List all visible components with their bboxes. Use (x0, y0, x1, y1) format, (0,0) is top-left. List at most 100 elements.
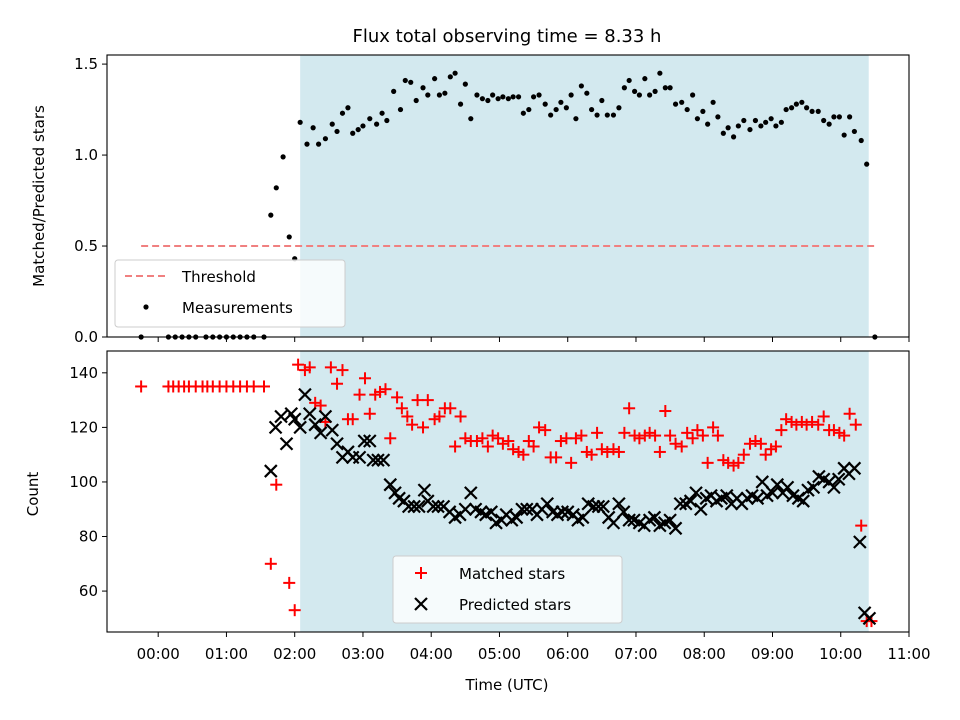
x-axis-label: Time (UTC) (465, 676, 549, 694)
predicted-star-point (417, 483, 432, 497)
legend-measurements-label: Measurements (182, 299, 293, 317)
matched-star-point (759, 448, 772, 461)
measurement-point (536, 92, 542, 98)
predicted-star-point (555, 505, 570, 519)
measurement-point (841, 132, 847, 138)
top-legend-box (114, 259, 346, 328)
measurement-point (548, 112, 554, 118)
measurement-point (763, 119, 769, 125)
bottom-xtick-label: 03:00 (341, 645, 384, 663)
measurement-point (584, 90, 590, 96)
measurement-point (858, 137, 864, 144)
measurement-point (599, 97, 605, 104)
top-shaded-span (300, 55, 869, 337)
legend-matched-label: Matched stars (459, 565, 565, 583)
measurement-point (474, 92, 480, 98)
measurement-point (826, 121, 832, 127)
matched-star-point (336, 364, 349, 377)
measurement-point (304, 141, 310, 147)
measurement-point (720, 130, 726, 136)
measurement-point (809, 108, 815, 114)
matched-star-point (292, 358, 305, 371)
predicted-star-point (352, 450, 367, 465)
predicted-star-point (279, 436, 294, 451)
bottom-xtick-label: 05:00 (478, 645, 521, 663)
matched-star-point (669, 437, 682, 450)
measurement-point (367, 116, 373, 122)
matched-star-point (769, 440, 782, 453)
bottom-legend-box (392, 555, 623, 624)
measurement-point (578, 83, 584, 89)
matched-star-point (754, 437, 767, 450)
measurement-point (847, 114, 853, 120)
predicted-star-point (407, 499, 421, 514)
measurement-point (520, 110, 526, 116)
bottom-ytick-label: 140 (69, 364, 98, 382)
measurement-point (778, 119, 784, 125)
measurement-point (500, 94, 506, 100)
measurement-point (793, 101, 799, 107)
predicted-star-point (366, 453, 380, 467)
matched-star-point (353, 388, 366, 401)
bottom-xtick-label: 02:00 (273, 645, 316, 663)
measurement-point (773, 123, 779, 129)
matched-star-point (569, 432, 582, 445)
bottom-y-axis: 60 80 100 120 140 (69, 364, 107, 600)
measurement-point (515, 94, 522, 100)
legend-measurements-swatch (143, 304, 149, 310)
measurement-point (657, 70, 663, 76)
measurement-point (589, 106, 595, 113)
predicted-star-point (862, 611, 877, 626)
measurement-point (684, 106, 690, 113)
predicted-star-point (591, 499, 606, 514)
measurement-point (339, 110, 346, 116)
measurement-point (616, 105, 622, 111)
matched-star-point (309, 396, 322, 409)
matched-star-point (324, 361, 337, 374)
predicted-star-point (853, 535, 867, 549)
measurement-point (350, 130, 356, 136)
measurement-point (408, 79, 414, 85)
predicted-star-point (770, 477, 785, 492)
bottom-x-axis: 00:00 01:00 02:00 03:00 04:00 05:00 06:00 07:00… (137, 632, 931, 663)
matched-star-point (817, 410, 830, 423)
matched-star-point (607, 443, 620, 456)
bottom-ytick-label: 80 (79, 528, 98, 546)
measurement-point (789, 105, 795, 111)
matched-star-point (517, 448, 530, 461)
matched-star-point (288, 604, 301, 617)
predicted-star-point (596, 499, 610, 514)
matched-star-point (623, 402, 636, 415)
matched-star-point (476, 432, 489, 445)
matched-star-point (649, 429, 662, 442)
matched-star-point (331, 377, 344, 390)
predicted-star-point (287, 412, 302, 426)
top-legend: Threshold Measurements (114, 259, 346, 328)
measurement-point (553, 106, 559, 113)
matched-star-point (507, 443, 520, 456)
measurement-point (725, 125, 731, 131)
matched-star-point (664, 429, 677, 442)
measurement-point (391, 88, 397, 94)
matched-star-point (707, 421, 720, 434)
matched-star-point (618, 426, 631, 439)
predicted-star-point (694, 502, 708, 517)
predicted-star-point (806, 480, 821, 495)
matched-star-point (433, 410, 446, 423)
measurement-point (647, 92, 653, 98)
matched-star-point (686, 432, 699, 445)
predicted-star-point (668, 521, 683, 536)
matched-star-point (359, 372, 372, 385)
measurement-point (752, 117, 759, 124)
top-axes-frame (106, 54, 910, 338)
measurement-point (672, 101, 679, 107)
measurement-point (355, 126, 361, 133)
predicted-star-point (683, 494, 698, 508)
predicted-star-point (298, 387, 312, 402)
matched-star-point (790, 418, 803, 431)
measurement-point (345, 105, 351, 111)
matched-star-point (303, 361, 316, 374)
legend-predicted-swatch (414, 597, 428, 611)
matched-star-point (554, 435, 567, 448)
bottom-ytick-label: 100 (69, 473, 98, 491)
